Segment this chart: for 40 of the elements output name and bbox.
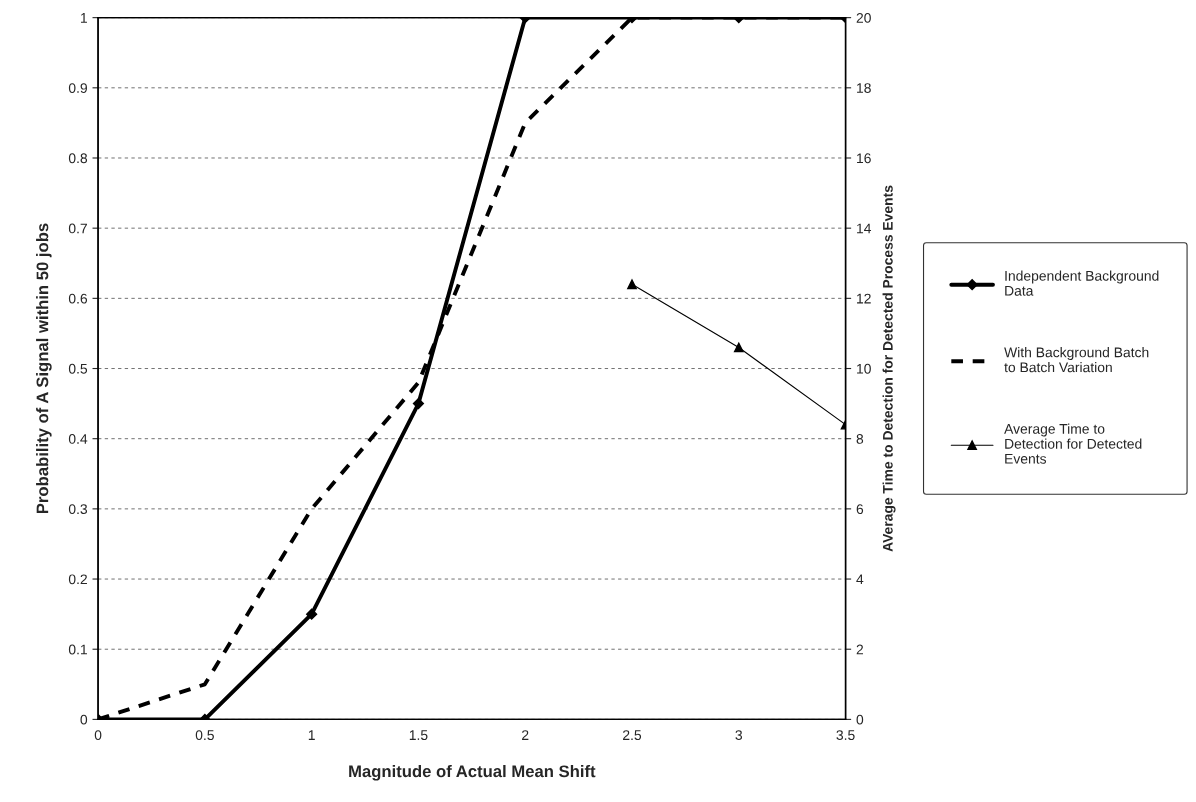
y-tick-label: 0.7: [68, 223, 87, 234]
x-tick-label: 0: [94, 730, 102, 741]
y2-tick-label: 14: [857, 223, 872, 234]
legend-label: With Background Batch to Batch Variation: [1004, 347, 1149, 373]
y2-tick-label: 10: [857, 363, 871, 374]
y-tick-label: 0.2: [68, 574, 87, 585]
x-tick-label: 3: [735, 730, 743, 741]
y2-tick-label: 6: [856, 504, 864, 515]
point: [306, 608, 318, 620]
y-tick-label: 0.3: [68, 504, 88, 515]
legend-label: Independent Background Data: [1005, 270, 1159, 296]
y-tick-label: 0: [80, 714, 88, 725]
y2-axis-title: AVerage Time to Detection for Detected Process Events: [882, 185, 896, 552]
y2-tick-label: 8: [856, 434, 864, 444]
x-tick-label: 2.5: [623, 730, 642, 741]
y2-tick-label: 18: [857, 83, 871, 93]
y2-tick-label: 16: [857, 153, 871, 164]
point: [412, 398, 425, 410]
x-axis-title: Magnitude of Actual Mean Shift: [349, 764, 596, 781]
y-tick-label: 0.4: [68, 434, 88, 444]
y-tick-label: 0.1: [68, 644, 87, 655]
y2-tick-label: 0: [856, 714, 864, 725]
y-tick-label: 0.6: [68, 293, 88, 304]
y-tick-label: 0.9: [68, 83, 87, 93]
y-tick-label: 1: [80, 13, 87, 23]
x-tick-label: 2: [522, 730, 529, 740]
x-tick-label: 0.5: [195, 730, 214, 741]
y-tick-label: 0.8: [68, 153, 88, 164]
point: [627, 279, 637, 290]
x-tick-label: 1.5: [409, 730, 428, 741]
y2-tick-label: 4: [856, 574, 864, 585]
legend-label: Average Time to Detection for Detected Events: [1004, 423, 1142, 464]
y2-tick-label: 12: [857, 293, 871, 304]
point: [733, 342, 744, 353]
y2-tick-label: 2: [856, 644, 864, 655]
y-axis-title: Probability of A Signal within 50 jobs: [36, 223, 52, 514]
x-tick-label: 1: [308, 730, 315, 740]
y2-tick-label: 20: [856, 12, 871, 23]
x-tick-label: 3.5: [836, 730, 855, 741]
y-tick-label: 0.5: [68, 363, 88, 374]
